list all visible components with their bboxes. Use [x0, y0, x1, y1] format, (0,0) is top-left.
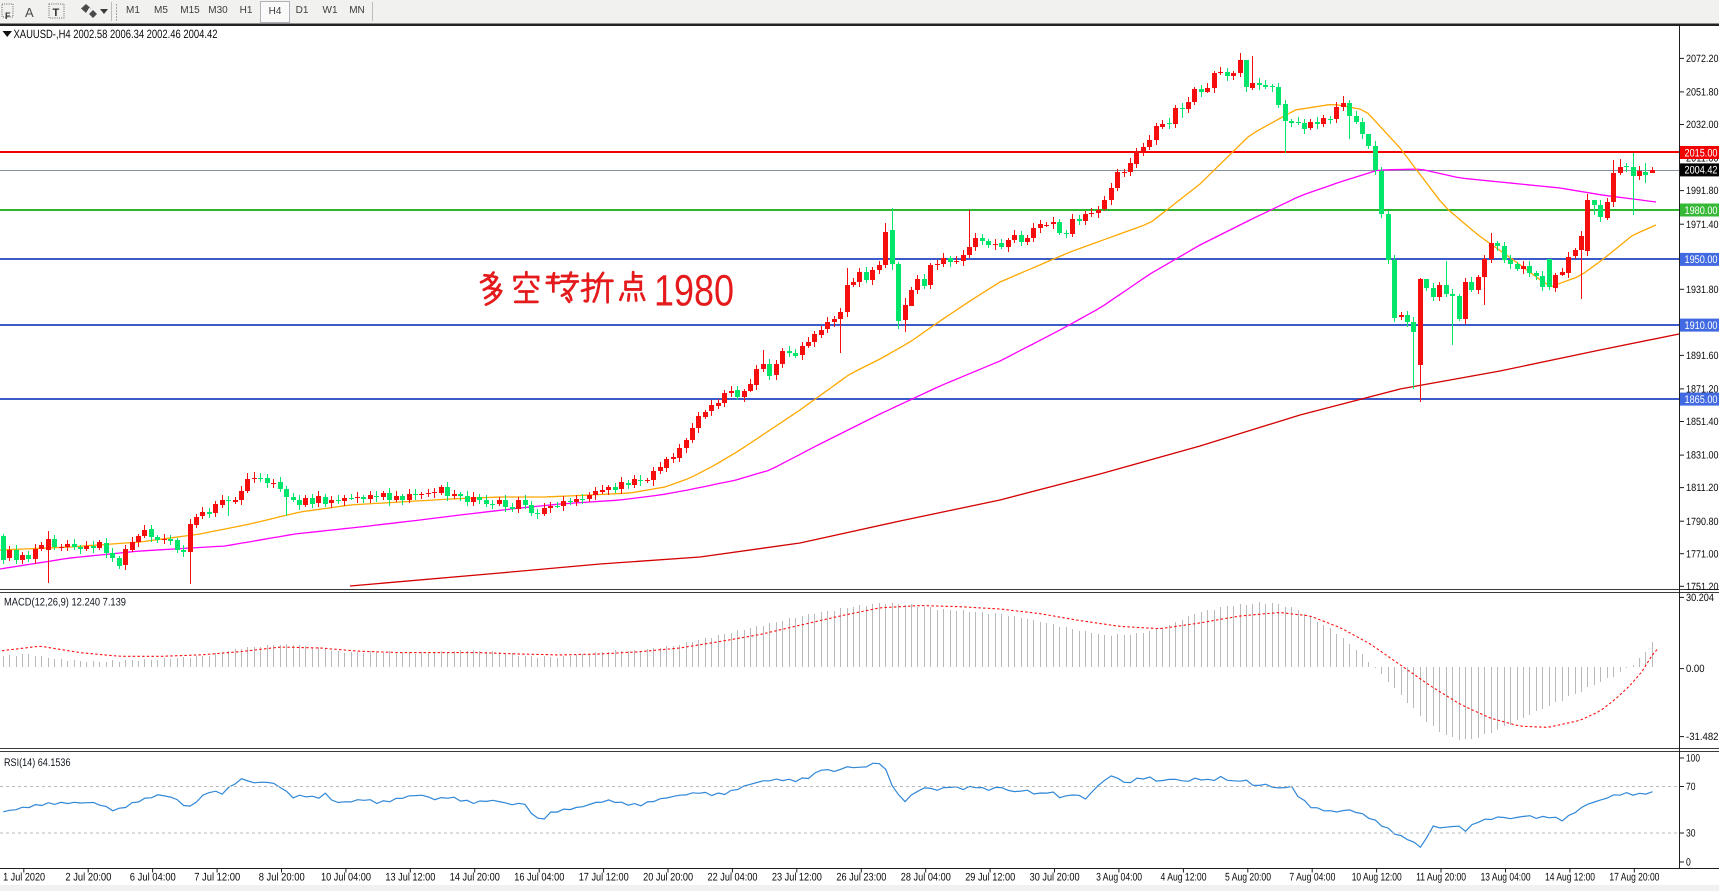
- svg-text:1980: 1980: [654, 267, 734, 316]
- svg-text:-31.482: -31.482: [1686, 731, 1719, 743]
- svg-text:1971.40: 1971.40: [1686, 219, 1719, 231]
- svg-text:0: 0: [1686, 857, 1691, 869]
- svg-text:13 Jul 12:00: 13 Jul 12:00: [385, 872, 435, 884]
- svg-text:29 Jul 12:00: 29 Jul 12:00: [965, 872, 1015, 884]
- svg-text:1931.80: 1931.80: [1686, 284, 1719, 296]
- svg-text:1991.80: 1991.80: [1686, 185, 1719, 197]
- svg-text:100: 100: [1686, 753, 1700, 765]
- svg-text:2072.20: 2072.20: [1686, 53, 1719, 65]
- svg-text:14 Aug 12:00: 14 Aug 12:00: [1545, 872, 1595, 884]
- svg-text:F: F: [5, 11, 11, 21]
- svg-text:22 Jul 04:00: 22 Jul 04:00: [708, 872, 758, 884]
- svg-text:14 Jul 20:00: 14 Jul 20:00: [450, 872, 500, 884]
- svg-text:1851.40: 1851.40: [1686, 416, 1719, 428]
- svg-text:1811.20: 1811.20: [1686, 482, 1719, 494]
- svg-text:1751.20: 1751.20: [1686, 581, 1719, 593]
- svg-text:30: 30: [1686, 828, 1696, 840]
- svg-text:30.204: 30.204: [1686, 592, 1714, 604]
- svg-text:26 Jul 23:00: 26 Jul 23:00: [836, 872, 886, 884]
- svg-text:RSI(14) 64.1536: RSI(14) 64.1536: [4, 757, 71, 769]
- svg-text:11 Aug 20:00: 11 Aug 20:00: [1416, 872, 1466, 884]
- svg-text:7 Aug 04:00: 7 Aug 04:00: [1289, 872, 1335, 884]
- svg-text:XAUUSD-,H4 2002.58 2006.34 200: XAUUSD-,H4 2002.58 2006.34 2002.46 2004.…: [14, 27, 218, 41]
- svg-text:2051.80: 2051.80: [1686, 87, 1719, 99]
- svg-text:1871.20: 1871.20: [1686, 384, 1719, 396]
- svg-text:2004.42: 2004.42: [1685, 165, 1718, 177]
- svg-text:23 Jul 12:00: 23 Jul 12:00: [772, 872, 822, 884]
- svg-text:8 Jul 20:00: 8 Jul 20:00: [259, 872, 305, 884]
- svg-text:3 Aug 04:00: 3 Aug 04:00: [1096, 872, 1142, 884]
- svg-text:28 Jul 04:00: 28 Jul 04:00: [901, 872, 951, 884]
- svg-text:20 Jul 20:00: 20 Jul 20:00: [643, 872, 693, 884]
- svg-text:10 Jul 04:00: 10 Jul 04:00: [321, 872, 371, 884]
- svg-text:2032.00: 2032.00: [1686, 119, 1719, 131]
- svg-text:2015.00: 2015.00: [1685, 147, 1718, 159]
- svg-text:1950.00: 1950.00: [1685, 254, 1718, 266]
- svg-text:16 Jul 04:00: 16 Jul 04:00: [514, 872, 564, 884]
- svg-text:1771.00: 1771.00: [1686, 548, 1719, 560]
- svg-text:17 Aug 20:00: 17 Aug 20:00: [1609, 872, 1659, 884]
- svg-text:1865.00: 1865.00: [1685, 394, 1718, 406]
- svg-text:1980.00: 1980.00: [1685, 205, 1718, 217]
- svg-text:7 Jul 12:00: 7 Jul 12:00: [194, 872, 240, 884]
- svg-text:70: 70: [1686, 781, 1696, 793]
- svg-text:4 Aug 12:00: 4 Aug 12:00: [1161, 872, 1207, 884]
- svg-text:10 Aug 12:00: 10 Aug 12:00: [1352, 872, 1402, 884]
- svg-text:30 Jul 20:00: 30 Jul 20:00: [1030, 872, 1080, 884]
- svg-text:1891.60: 1891.60: [1686, 350, 1719, 362]
- svg-text:2 Jul 20:00: 2 Jul 20:00: [65, 872, 111, 884]
- svg-text:1 Jul 2020: 1 Jul 2020: [3, 872, 45, 884]
- svg-text:1790.80: 1790.80: [1686, 516, 1719, 528]
- svg-text:MACD(12,26,9) 12.240 7.139: MACD(12,26,9) 12.240 7.139: [4, 597, 126, 609]
- svg-text:1831.00: 1831.00: [1686, 450, 1719, 462]
- svg-text:13 Aug 04:00: 13 Aug 04:00: [1481, 872, 1531, 884]
- svg-text:5 Aug 20:00: 5 Aug 20:00: [1225, 872, 1271, 884]
- svg-text:1910.00: 1910.00: [1685, 320, 1718, 332]
- svg-text:6 Jul 04:00: 6 Jul 04:00: [130, 872, 176, 884]
- svg-text:T: T: [53, 7, 60, 19]
- svg-text:0.00: 0.00: [1686, 663, 1705, 675]
- svg-text:A: A: [25, 5, 34, 20]
- svg-text:17 Jul 12:00: 17 Jul 12:00: [579, 872, 629, 884]
